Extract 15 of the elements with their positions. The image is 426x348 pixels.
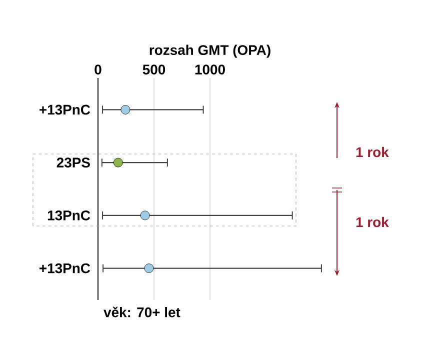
text: 1 rok bbox=[356, 216, 389, 228]
y-tick-label: +13PnC bbox=[40, 104, 90, 115]
text: 1 rok bbox=[356, 146, 389, 158]
y-tick-label: 13PnC bbox=[48, 210, 90, 220]
point bbox=[140, 210, 150, 220]
point bbox=[113, 158, 123, 168]
x-tick-label: 0 bbox=[94, 64, 102, 74]
text: věk: 70+ let bbox=[104, 306, 180, 318]
y-tick-label: 23PS bbox=[56, 158, 90, 168]
x-tick-label: 500 bbox=[142, 64, 166, 74]
y-tick-label: +13PnC bbox=[40, 263, 90, 274]
x-axis-title: rozsah GMT (OPA) bbox=[150, 44, 270, 58]
point bbox=[144, 264, 154, 273]
x-tick-label: 1000 bbox=[195, 64, 225, 74]
point bbox=[120, 105, 130, 114]
